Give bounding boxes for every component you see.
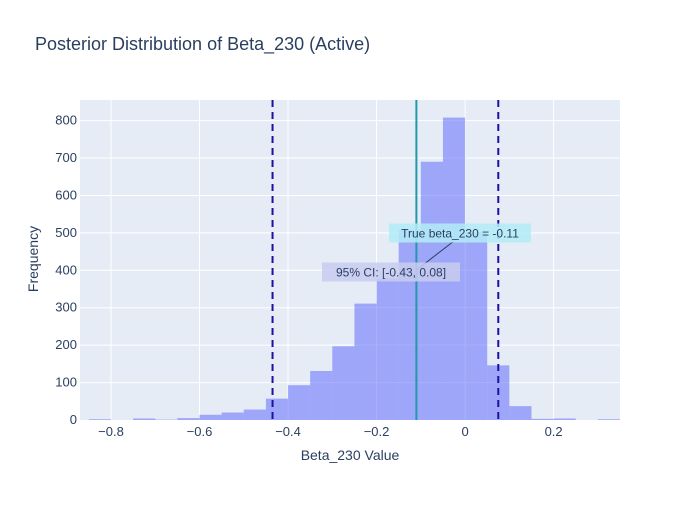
histogram-bar (288, 385, 310, 420)
histogram-bar (531, 419, 553, 420)
histogram-bar (354, 304, 376, 420)
histogram-bar (399, 230, 421, 420)
y-axis-label: Frequency (25, 226, 41, 292)
histogram-bar (310, 371, 332, 420)
x-tick-label: 0.2 (545, 424, 563, 439)
x-tick-label: −0.8 (98, 424, 124, 439)
ci-annotation: 95% CI: [-0.43, 0.08] (336, 266, 446, 280)
histogram-bar (421, 162, 443, 420)
histogram-bar (89, 419, 111, 420)
y-tick-label: 700 (55, 150, 77, 165)
x-tick-label: −0.4 (275, 424, 301, 439)
histogram-bar (177, 418, 199, 420)
true-value-annotation: True beta_230 = -0.11 (401, 227, 519, 241)
histogram-bar (266, 399, 288, 420)
y-tick-label: 0 (70, 412, 77, 427)
histogram-bar (465, 232, 487, 420)
histogram-bar (244, 410, 266, 420)
x-tick-label: −0.6 (187, 424, 213, 439)
histogram-bar (200, 415, 222, 420)
histogram-bar (509, 406, 531, 420)
y-tick-label: 400 (55, 262, 77, 277)
histogram-bar (554, 419, 576, 420)
histogram-bar (133, 419, 155, 420)
histogram-bar (222, 413, 244, 420)
histogram-bar (332, 346, 354, 420)
x-tick-label: 0 (461, 424, 468, 439)
y-tick-label: 500 (55, 225, 77, 240)
y-tick-label: 200 (55, 337, 77, 352)
x-tick-label: −0.2 (364, 424, 390, 439)
y-tick-label: 600 (55, 187, 77, 202)
chart-title: Posterior Distribution of Beta_230 (Acti… (35, 34, 370, 55)
histogram-bar (377, 279, 399, 420)
histogram-bar (598, 419, 620, 420)
y-tick-label: 100 (55, 375, 77, 390)
x-axis-label: Beta_230 Value (301, 447, 400, 463)
y-tick-label: 300 (55, 300, 77, 315)
y-tick-label: 800 (55, 113, 77, 128)
